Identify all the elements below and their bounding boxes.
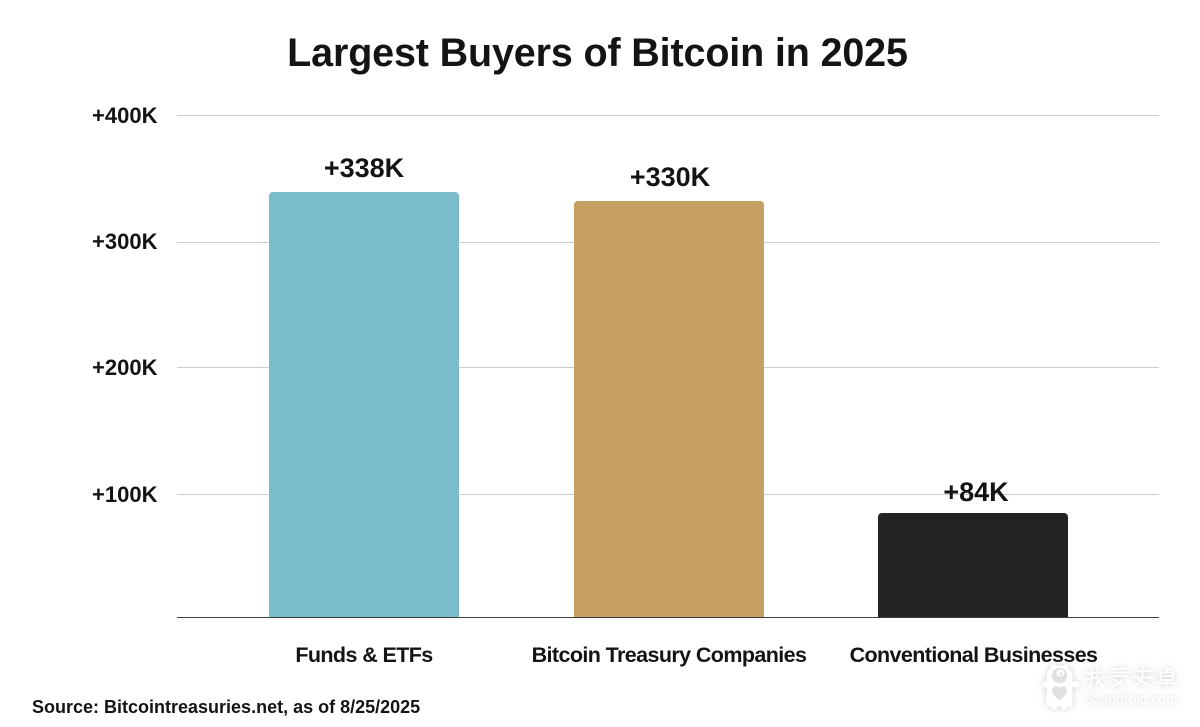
svg-text:52android.com: 52android.com: [1085, 691, 1178, 707]
